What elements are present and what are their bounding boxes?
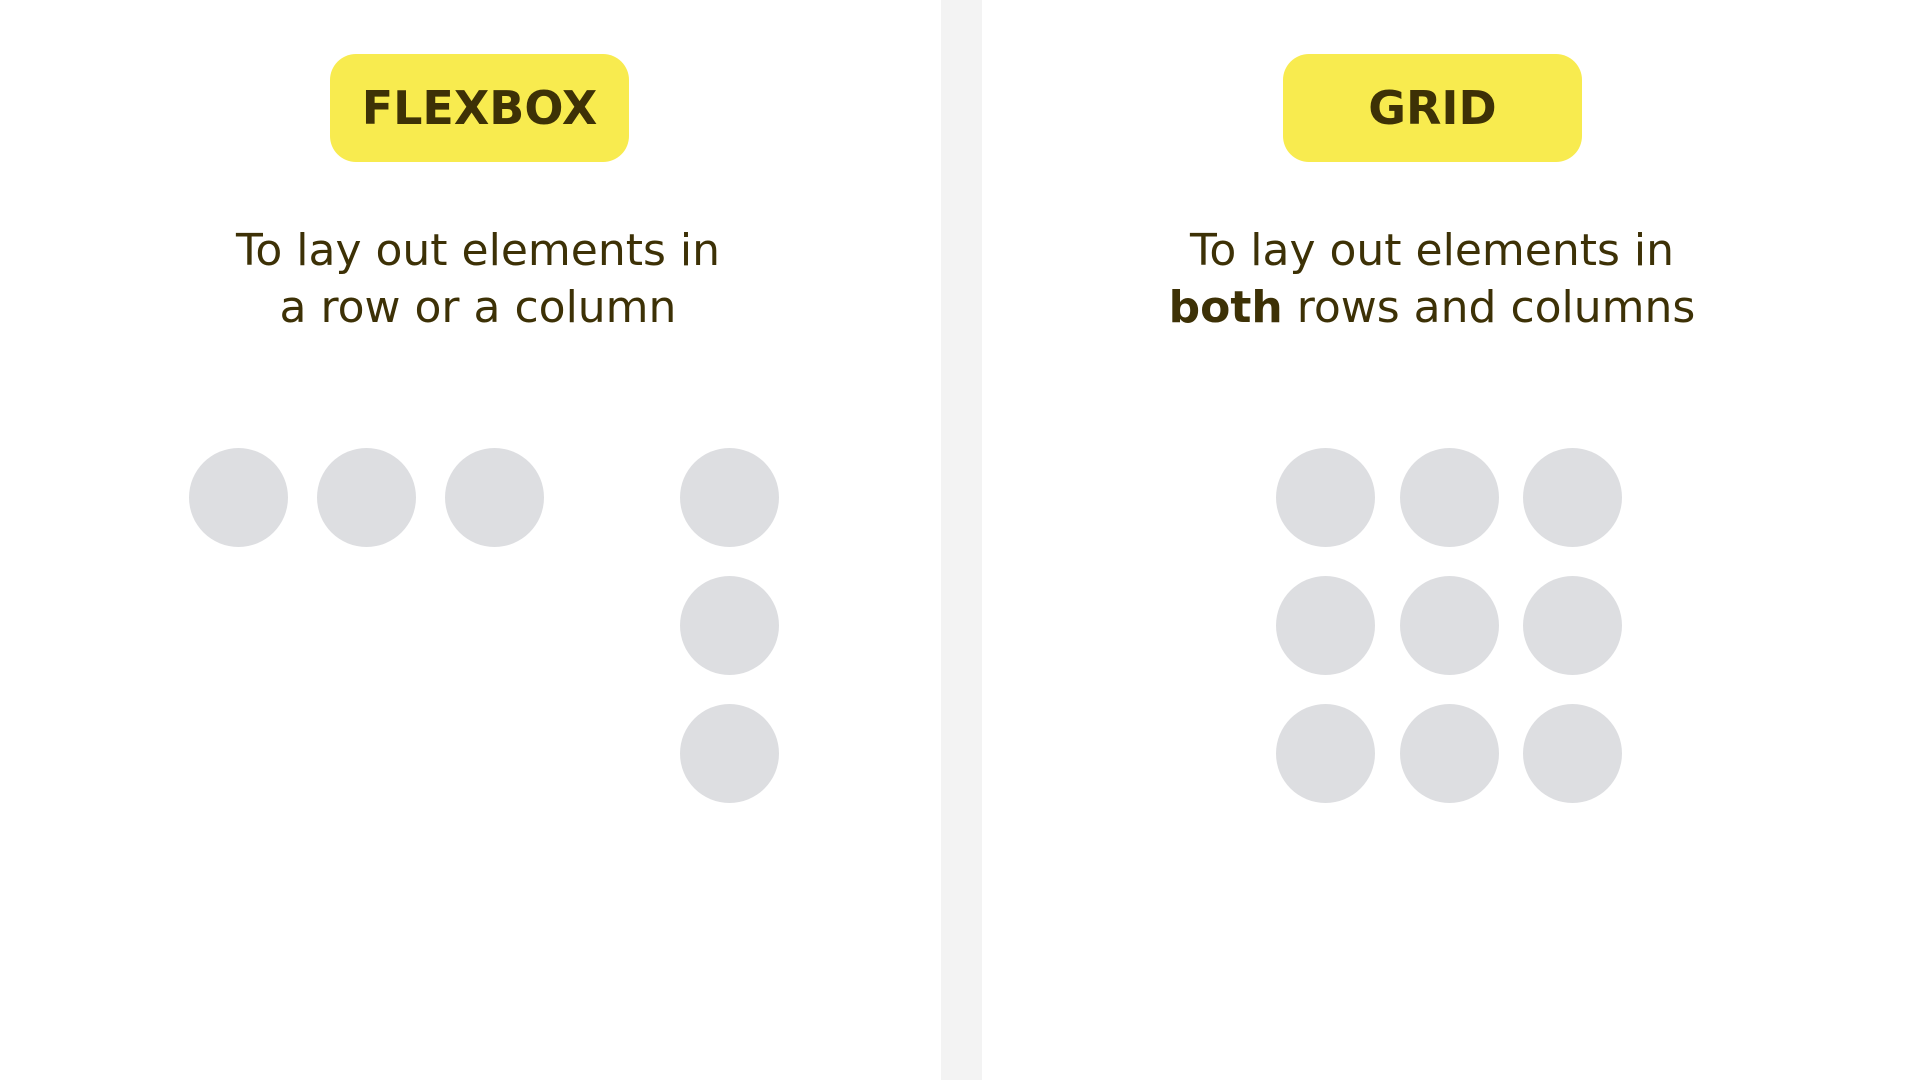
grid-panel: GRID To lay out elements in both rows an… <box>982 0 1920 1080</box>
grid-item <box>1400 704 1499 803</box>
grid-description-bold: both <box>1168 282 1283 333</box>
flexbox-description-line-1: To lay out elements in <box>235 225 721 276</box>
grid-item <box>1276 704 1375 803</box>
flexbox-title-badge: FLEXBOX <box>330 54 629 162</box>
grid-item <box>1523 448 1622 547</box>
flex-column-item <box>680 704 779 803</box>
grid-description-line-1: To lay out elements in <box>1189 225 1675 276</box>
flex-column-item <box>680 448 779 547</box>
grid-title: GRID <box>1368 81 1497 135</box>
flexbox-title: FLEXBOX <box>361 81 598 135</box>
flex-row-item <box>317 448 416 547</box>
grid-item <box>1523 576 1622 675</box>
grid-item <box>1400 576 1499 675</box>
grid-item <box>1400 448 1499 547</box>
panel-divider <box>941 0 982 1080</box>
grid-title-badge: GRID <box>1283 54 1582 162</box>
flexbox-panel: FLEXBOX To lay out elements in a row or … <box>0 0 941 1080</box>
grid-description-line-2: both rows and columns <box>1082 279 1782 336</box>
grid-description: To lay out elements in both rows and col… <box>1082 222 1782 336</box>
flex-column-item <box>680 576 779 675</box>
grid-item <box>1276 448 1375 547</box>
flexbox-description: To lay out elements in a row or a column <box>128 222 828 336</box>
flexbox-description-line-2: a row or a column <box>279 282 677 333</box>
flex-row-item <box>189 448 288 547</box>
grid-description-line-2-rest: rows and columns <box>1282 282 1696 333</box>
flex-row-item <box>445 448 544 547</box>
grid-item <box>1523 704 1622 803</box>
grid-item <box>1276 576 1375 675</box>
